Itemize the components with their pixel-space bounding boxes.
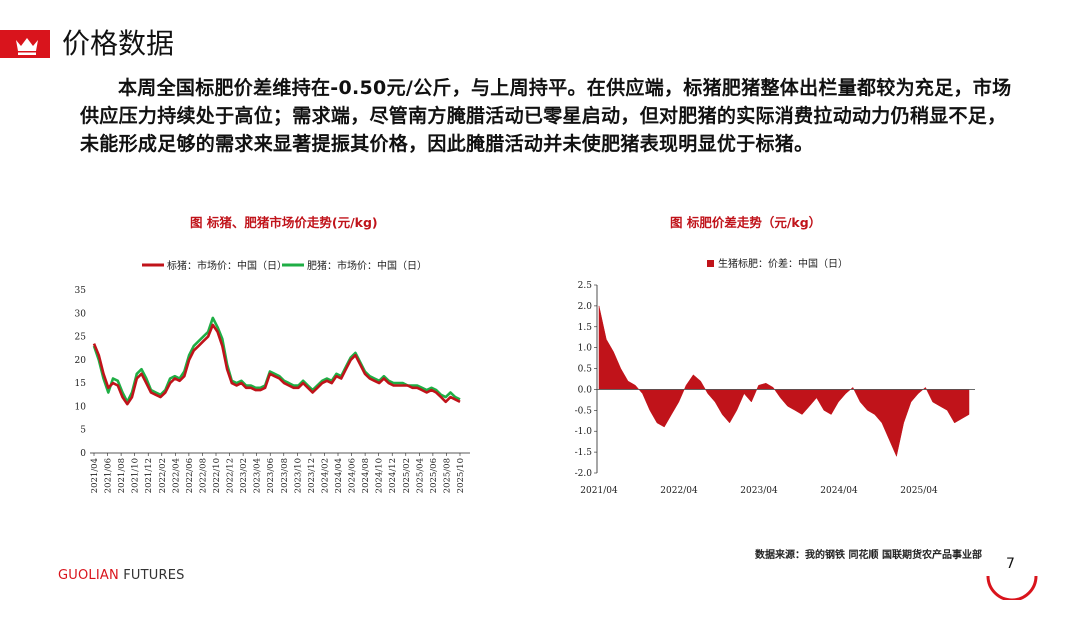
title-accent-block: [0, 30, 50, 58]
x-tick-label: 2023/04: [253, 458, 263, 493]
x-tick-label: 2022/02: [158, 458, 168, 493]
series-line-2: [92, 316, 461, 404]
chart-1-legend: 标猪：市场价：中国（日） 肥猪：市场价：中国（日）: [142, 259, 427, 272]
x-tick-label: 2021/04: [90, 458, 100, 493]
y-tick-label: 35: [75, 286, 87, 296]
x-tick-label: 2024/08: [361, 458, 371, 493]
chart-2-x-axis: 2021/04 2022/04 2023/04 2024/04 2025/04: [580, 486, 938, 496]
chart-1-title: 图 标猪、肥猪市场价走势(元/kg): [190, 215, 378, 230]
x-tick-label: 2025/04: [415, 458, 425, 493]
y-tick-label: 1.5: [578, 323, 593, 333]
x-tick-label: 2024/04: [820, 486, 858, 496]
x-tick-label: 2021/12: [144, 458, 154, 493]
legend-label-2: 肥猪：市场价：中国（日）: [307, 259, 427, 272]
chart-2-title: 图 标肥价差走势（元/kg）: [670, 215, 822, 230]
x-tick-label: 2025/02: [402, 458, 412, 493]
legend-label-1: 标猪：市场价：中国（日）: [167, 259, 287, 272]
company-logo: GUOLIAN FUTURES: [58, 568, 185, 583]
chart-1-price-trend: 标猪：市场价：中国（日） 肥猪：市场价：中国（日） 0 5 10 15 20 25 30 35 20…: [75, 259, 470, 493]
x-tick-label: 2021/04: [580, 486, 618, 496]
x-tick-label: 2022/08: [198, 458, 208, 493]
x-tick-label: 2023/08: [280, 458, 290, 493]
x-tick-label: 2025/08: [442, 458, 452, 493]
series-line-1: [92, 323, 461, 406]
y-tick-label: 2.5: [578, 281, 593, 291]
y-tick-label: -0.5: [575, 406, 593, 416]
x-tick-label: 2024/10: [375, 458, 385, 493]
legend-swatch-1: [707, 260, 714, 267]
y-tick-label: 5: [80, 426, 86, 436]
chart-1-y-axis: 0 5 10 15 20 25 30 35: [75, 286, 87, 459]
x-tick-label: 2021/06: [104, 458, 114, 493]
y-tick-label: 30: [75, 309, 87, 319]
x-tick-label: 2024/12: [388, 458, 398, 493]
y-tick-label: 10: [75, 402, 87, 412]
chart-1-x-axis: 2021/04 2021/06 2021/08 2021/10 2021/12 2022/…: [90, 453, 466, 493]
x-tick-label: 2022/12: [226, 458, 236, 493]
x-tick-label: 2022/04: [171, 458, 181, 493]
x-tick-label: 2022/10: [212, 458, 222, 493]
data-source-note: 数据来源：我的钢铁 同花顺 国联期货农产品事业部: [755, 550, 982, 561]
x-tick-label: 2023/02: [239, 458, 249, 493]
y-tick-label: 0: [80, 449, 86, 459]
series-area-1: [598, 305, 970, 458]
x-tick-label: 2023/12: [307, 458, 317, 493]
x-tick-label: 2024/02: [320, 458, 330, 493]
x-tick-label: 2025/10: [456, 458, 466, 493]
page-number: 7: [1006, 556, 1015, 572]
y-tick-label: 25: [75, 333, 87, 343]
x-tick-label: 2021/10: [131, 458, 141, 493]
chart-2-legend: 生猪标肥：价差：中国（日）: [707, 257, 848, 270]
crown-icon: [16, 38, 38, 55]
y-tick-label: -1.0: [575, 427, 593, 437]
y-tick-label: 2.0: [578, 302, 593, 312]
chart-2-y-axis: 2.5 2.0 1.5 1.0 0.5 0.0 -0.5 -1.0 -1.5 -2.0: [575, 281, 598, 479]
x-tick-label: 2022/06: [185, 458, 195, 493]
legend-label-1: 生猪标肥：价差：中国（日）: [718, 257, 848, 270]
page-number-arc: [986, 575, 1038, 600]
summary-paragraph: 本周全国标肥价差维持在-0.50元/公斤，与上周持平。在供应端，标猪肥猪整体出栏…: [80, 77, 1012, 155]
chart-2-spread-trend: 生猪标肥：价差：中国（日） 2.5 2.0 1.5 1.0 0.5 0.0 -0.5 -1.0 -…: [575, 257, 975, 496]
x-tick-label: 2025/06: [429, 458, 439, 493]
y-tick-label: -2.0: [575, 469, 593, 479]
x-tick-label: 2022/04: [660, 486, 698, 496]
x-tick-label: 2024/04: [334, 458, 344, 493]
y-tick-label: 15: [75, 379, 87, 389]
y-tick-label: 0.5: [578, 365, 593, 375]
x-tick-label: 2023/10: [293, 458, 303, 493]
x-tick-label: 2021/08: [117, 458, 127, 493]
x-tick-label: 2023/04: [740, 486, 778, 496]
header: 价格数据: [0, 26, 600, 64]
x-tick-label: 2025/04: [900, 486, 938, 496]
logo-sub: FUTURES: [118, 568, 185, 583]
y-tick-label: 1.0: [578, 344, 593, 354]
page-title: 价格数据: [62, 27, 175, 60]
y-tick-label: -1.5: [575, 448, 593, 458]
logo-main: GUOLIAN: [58, 568, 119, 583]
x-tick-label: 2024/06: [348, 458, 358, 493]
y-tick-label: 20: [75, 356, 87, 366]
y-tick-label: 0.0: [578, 385, 593, 395]
x-tick-label: 2023/06: [266, 458, 276, 493]
